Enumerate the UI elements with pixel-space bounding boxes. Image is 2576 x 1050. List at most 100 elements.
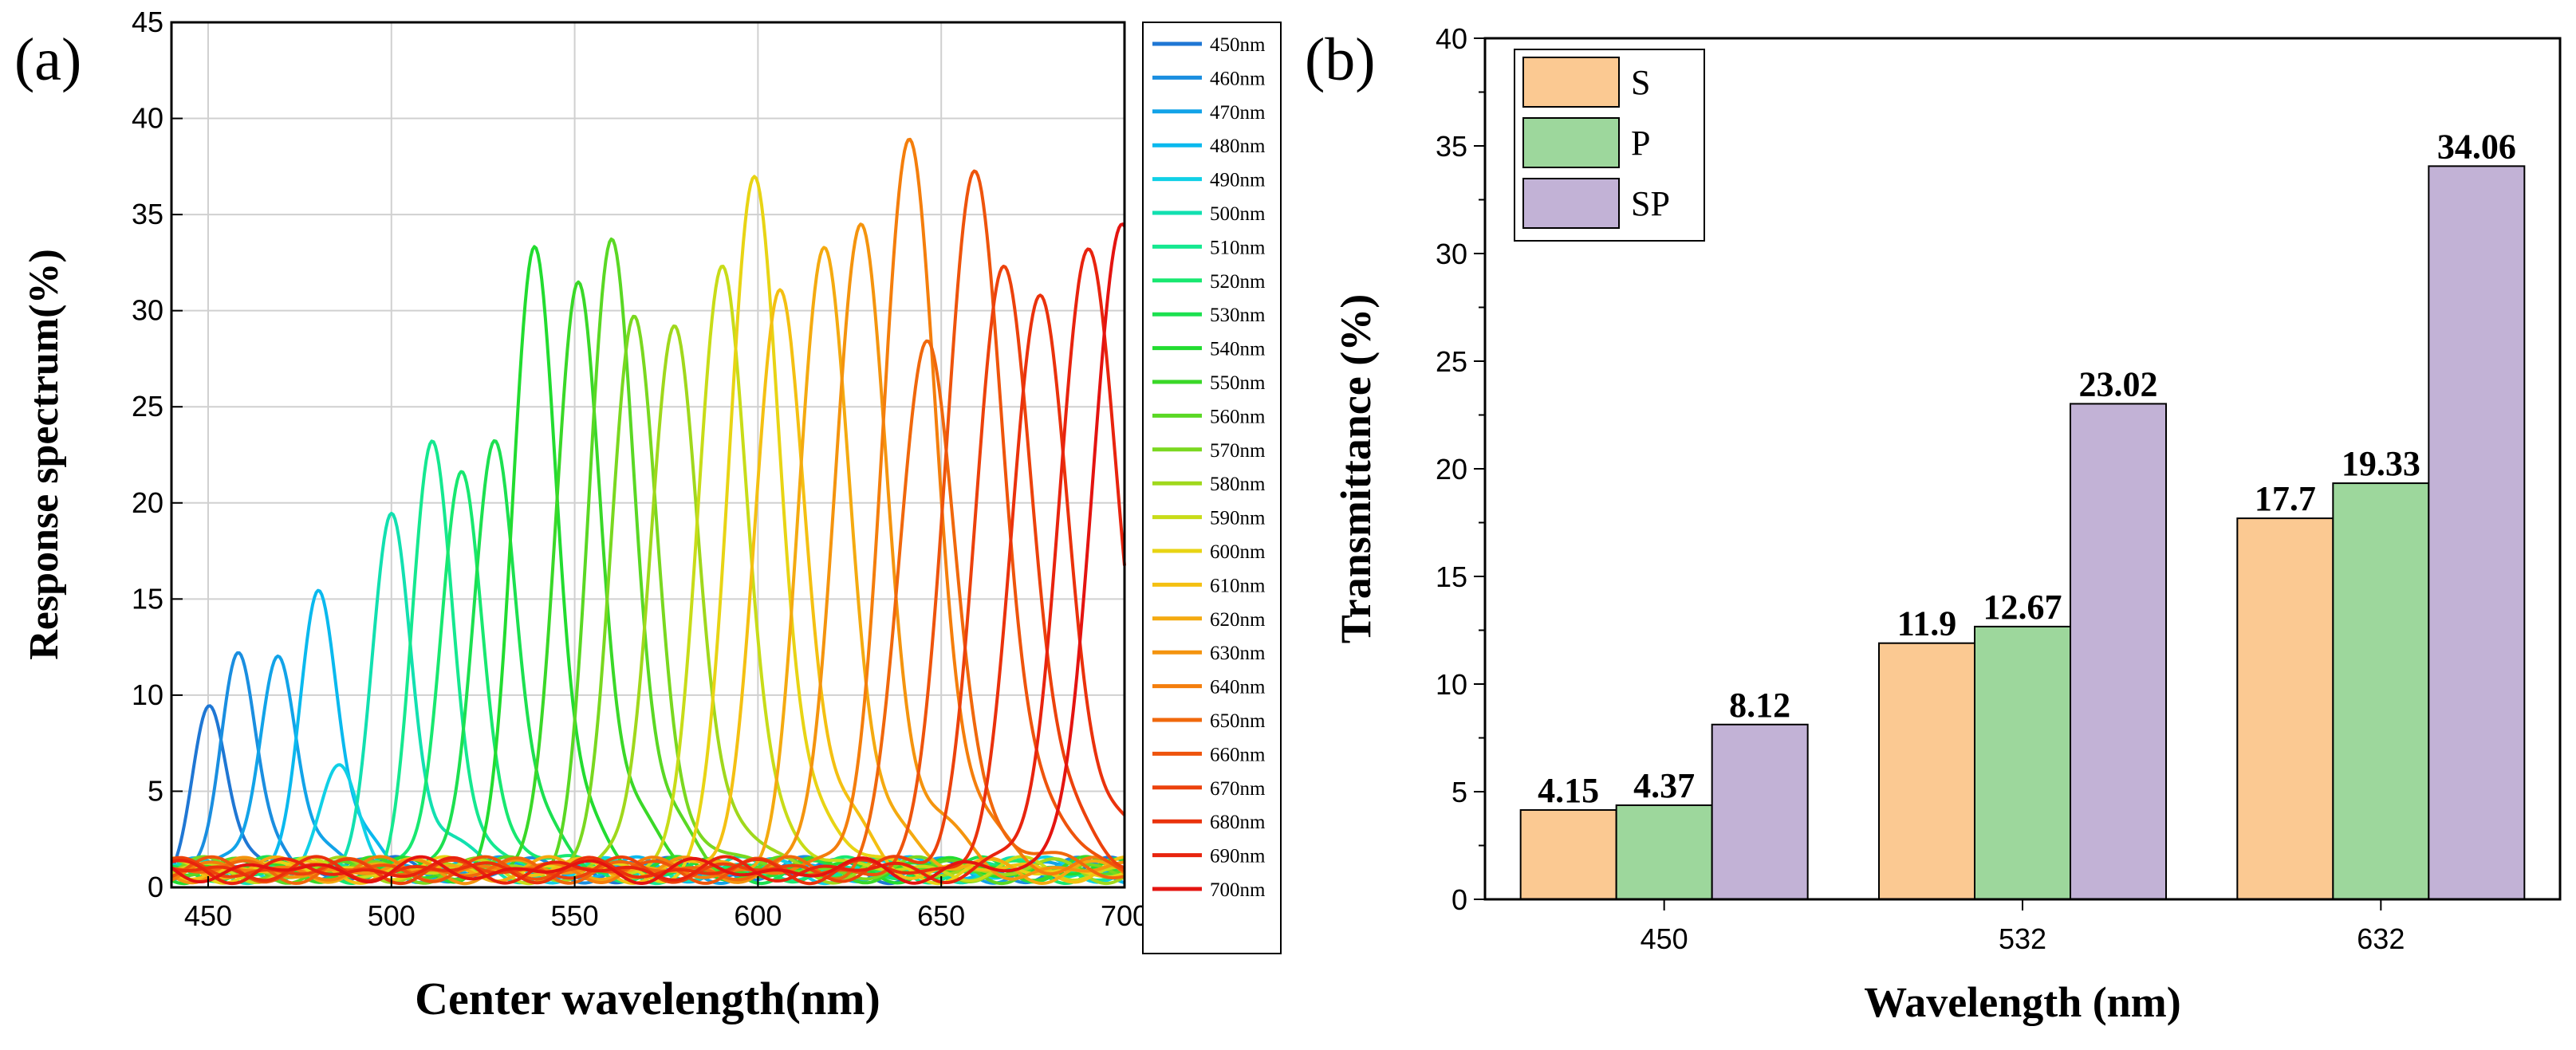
- spectrum-line-680nm: [171, 293, 1126, 886]
- panel-b-bars: 4.15 4.37 8.12 11.9 12.67 23.02 17.7 19.33 34.06: [1519, 127, 2526, 901]
- bar-S-450: [1519, 808, 1617, 901]
- y-tick-label: 10: [132, 678, 163, 711]
- y-tick-label: 15: [1436, 560, 1467, 593]
- x-tick-label: 550: [551, 899, 599, 932]
- legend-label-660nm: 660nm: [1210, 744, 1266, 765]
- spectrum-line-600nm: [171, 175, 1125, 886]
- y-tick-label: 45: [132, 6, 163, 38]
- panel-b-transmittance-chart: (b) 4.15 4.37 8.12 11.9 12.67 23.02 17.7 19.33 3…: [1305, 22, 2562, 1026]
- legend-label-490nm: 490nm: [1210, 170, 1266, 191]
- legend-label-640nm: 640nm: [1210, 677, 1266, 698]
- x-tick-label: 532: [1999, 922, 2046, 955]
- bar-P-450: [1615, 804, 1713, 901]
- y-tick-label: 10: [1436, 668, 1467, 701]
- legend-label-450nm: 450nm: [1210, 34, 1266, 56]
- bar-S-632: [2236, 517, 2334, 900]
- legend-label-510nm: 510nm: [1210, 237, 1266, 258]
- bar-SP-532: [2070, 403, 2167, 900]
- legend-swatch-S: [1522, 57, 1620, 108]
- legend-label-530nm: 530nm: [1210, 305, 1266, 326]
- x-tick-label: 650: [917, 899, 965, 932]
- data-label-P-632: 19.33: [2342, 444, 2420, 483]
- y-tick-label: 40: [1436, 22, 1467, 55]
- y-tick-label: 5: [1451, 776, 1467, 808]
- bar-P-532: [1974, 625, 2071, 900]
- legend-label-560nm: 560nm: [1210, 406, 1266, 427]
- legend-label-670nm: 670nm: [1210, 778, 1266, 800]
- panel-a-label: (a): [14, 26, 81, 93]
- x-tick-label: 700: [1101, 899, 1148, 932]
- data-label-P-450: 4.37: [1633, 766, 1695, 805]
- y-tick-label: 0: [148, 871, 163, 903]
- bar-P-632: [2332, 482, 2430, 900]
- legend-label-470nm: 470nm: [1210, 102, 1266, 124]
- x-tick-label: 450: [1641, 922, 1688, 955]
- data-label-S-450: 4.15: [1538, 771, 1599, 810]
- panel-b-x-axis-title: Wavelength (nm): [1864, 978, 2181, 1026]
- spectrum-line-700nm: [170, 222, 1126, 885]
- x-tick-label: 600: [734, 899, 782, 932]
- legend-label-610nm: 610nm: [1210, 575, 1266, 596]
- panel-a-y-axis-title: Response spectrum(%): [22, 249, 67, 660]
- data-label-S-532: 11.9: [1897, 604, 1957, 643]
- bar-SP-450: [1711, 723, 1809, 901]
- panel-b-legend: SP SP: [1522, 57, 1670, 229]
- legend-label-520nm: 520nm: [1210, 271, 1266, 293]
- legend-label-500nm: 500nm: [1210, 203, 1266, 225]
- panel-b-y-axis-title: Transmittance (%): [1332, 294, 1380, 643]
- y-tick-label: 35: [132, 198, 163, 230]
- legend-label-630nm: 630nm: [1210, 643, 1266, 664]
- spectrum-line-660nm: [171, 169, 1125, 885]
- data-label-P-532: 12.67: [1983, 588, 2062, 627]
- y-tick-label: 40: [132, 102, 163, 135]
- spectrum-line-690nm: [171, 247, 1126, 886]
- y-tick-label: 20: [132, 486, 163, 519]
- panel-b-label: (b): [1305, 26, 1376, 93]
- legend-label-P: P: [1631, 124, 1650, 163]
- legend-label-650nm: 650nm: [1210, 710, 1266, 732]
- y-tick-label: 5: [148, 774, 163, 807]
- legend-label-S: S: [1631, 63, 1650, 102]
- data-label-SP-632: 34.06: [2437, 127, 2516, 166]
- x-tick-label: 450: [184, 899, 232, 932]
- legend-label-680nm: 680nm: [1210, 812, 1266, 833]
- legend-label-540nm: 540nm: [1210, 339, 1266, 360]
- y-tick-label: 30: [132, 294, 163, 327]
- y-tick-label: 0: [1451, 883, 1467, 916]
- legend-label-620nm: 620nm: [1210, 609, 1266, 631]
- spectrum-line-480nm: [170, 588, 1125, 885]
- y-tick-label: 25: [132, 390, 163, 423]
- y-tick-label: 15: [132, 582, 163, 615]
- legend-label-580nm: 580nm: [1210, 474, 1266, 495]
- x-tick-label: 500: [368, 899, 416, 932]
- spectrum-line-630nm: [171, 222, 1125, 886]
- legend-label-600nm: 600nm: [1210, 541, 1266, 563]
- panel-a-x-axis-title: Center wavelength(nm): [415, 973, 880, 1024]
- legend-label-550nm: 550nm: [1210, 372, 1266, 394]
- y-tick-label: 35: [1436, 130, 1467, 163]
- legend-swatch-P: [1522, 117, 1620, 168]
- y-tick-label: 25: [1436, 345, 1467, 378]
- bar-SP-632: [2428, 165, 2526, 900]
- legend-label-480nm: 480nm: [1210, 136, 1266, 157]
- x-tick-label: 632: [2357, 922, 2405, 955]
- legend-label-700nm: 700nm: [1210, 879, 1266, 901]
- legend-label-460nm: 460nm: [1210, 68, 1266, 89]
- panel-a-spectrum-chart: (a) 450 500 550 600 650 700051015202530354045…: [14, 6, 1282, 1024]
- legend-label-SP: SP: [1631, 184, 1670, 223]
- legend-label-690nm: 690nm: [1210, 846, 1266, 867]
- panel-a-plot-frame: [170, 21, 1126, 889]
- bar-S-532: [1878, 642, 1975, 900]
- legend-label-570nm: 570nm: [1210, 440, 1266, 462]
- data-label-SP-450: 8.12: [1729, 686, 1790, 725]
- y-tick-label: 30: [1436, 238, 1467, 270]
- legend-label-590nm: 590nm: [1210, 508, 1266, 529]
- legend-swatch-SP: [1522, 178, 1620, 229]
- panel-a-legend: 450nm 460nm 470nm 480nm 490nm 500nm 510nm 520nm…: [1152, 34, 1266, 901]
- data-label-S-632: 17.7: [2255, 479, 2316, 518]
- panel-a-ticks: 450 500 550 600 650 700 0 5 10 15 20 25 30 35 40 45: [132, 6, 1148, 932]
- data-label-SP-532: 23.02: [2079, 364, 2158, 403]
- spectrum-line-640nm: [171, 137, 1126, 884]
- panel-b-ticks: 450 532 632 0 5 10 15 20 25 30 35 40: [1436, 22, 2405, 955]
